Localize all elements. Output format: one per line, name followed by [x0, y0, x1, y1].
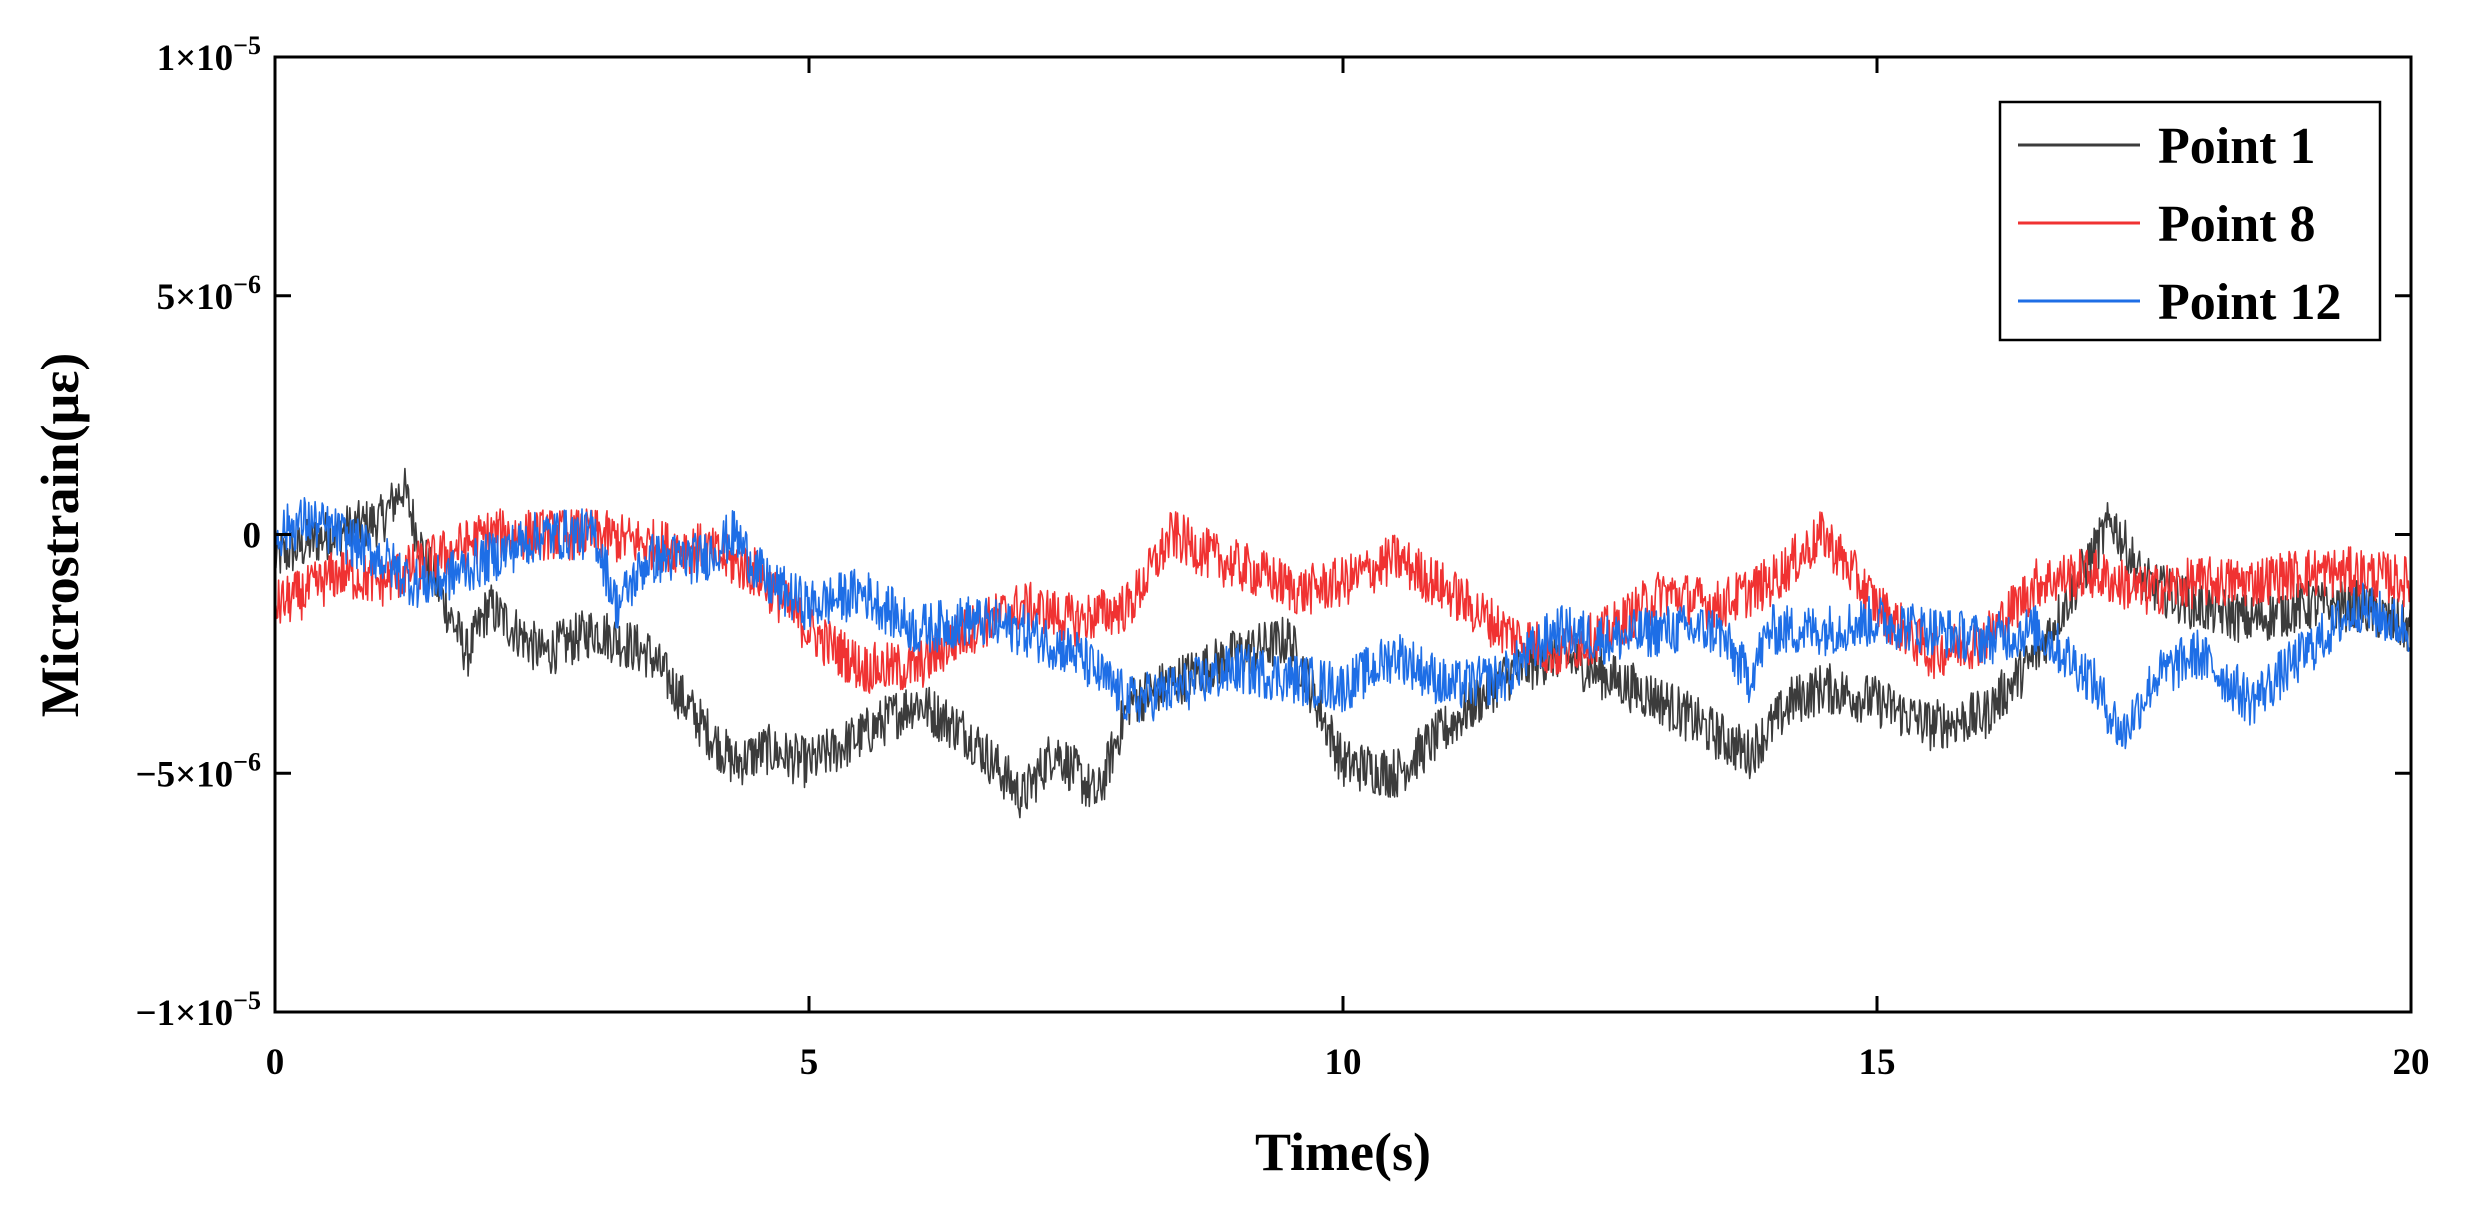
y-tick-label-base: 0	[243, 516, 262, 557]
legend-label: Point 12	[2158, 274, 2341, 331]
y-axis-title: Microstrain(με)	[30, 353, 90, 718]
y-tick-label: −1×10−5	[136, 986, 262, 1034]
y-tick-label-base: −1×10	[136, 993, 234, 1034]
x-tick-label: 10	[1325, 1042, 1362, 1083]
y-tick-label-exponent: −5	[233, 31, 261, 60]
x-tick-label: 15	[1859, 1042, 1896, 1083]
y-tick-label: 1×10−5	[157, 31, 261, 79]
series-layer	[275, 467, 2411, 819]
legend-label: Point 8	[2158, 196, 2315, 253]
y-tick-label: 0	[243, 516, 262, 557]
legend: Point 1 Point 8 Point 12	[1998, 100, 2382, 342]
series-line-point-12	[275, 497, 2411, 750]
y-tick-label-base: 5×10	[157, 277, 234, 318]
y-tick-label-base: −5×10	[136, 754, 234, 795]
series-line-point-8	[275, 508, 2411, 694]
y-tick-label-base: 1×10	[157, 38, 234, 79]
legend-label: Point 1	[2158, 118, 2315, 175]
x-tick-label: 20	[2393, 1042, 2430, 1083]
x-axis-title: Time(s)	[1255, 1122, 1431, 1182]
series-line-point-1	[275, 467, 2411, 819]
x-tick-label: 5	[800, 1042, 819, 1083]
y-tick-label-exponent: −5	[233, 986, 261, 1015]
y-tick-label: 5×10−6	[157, 270, 261, 318]
y-tick-label-exponent: −6	[233, 747, 261, 776]
y-tick-label-exponent: −6	[233, 270, 261, 299]
y-axis: 1×10−55×10−60−5×10−6−1×10−5	[136, 31, 2411, 1034]
y-tick-label: −5×10−6	[136, 747, 262, 795]
x-axis: 0 5 10 15 20	[266, 57, 2430, 1083]
x-tick-label: 0	[266, 1042, 285, 1083]
